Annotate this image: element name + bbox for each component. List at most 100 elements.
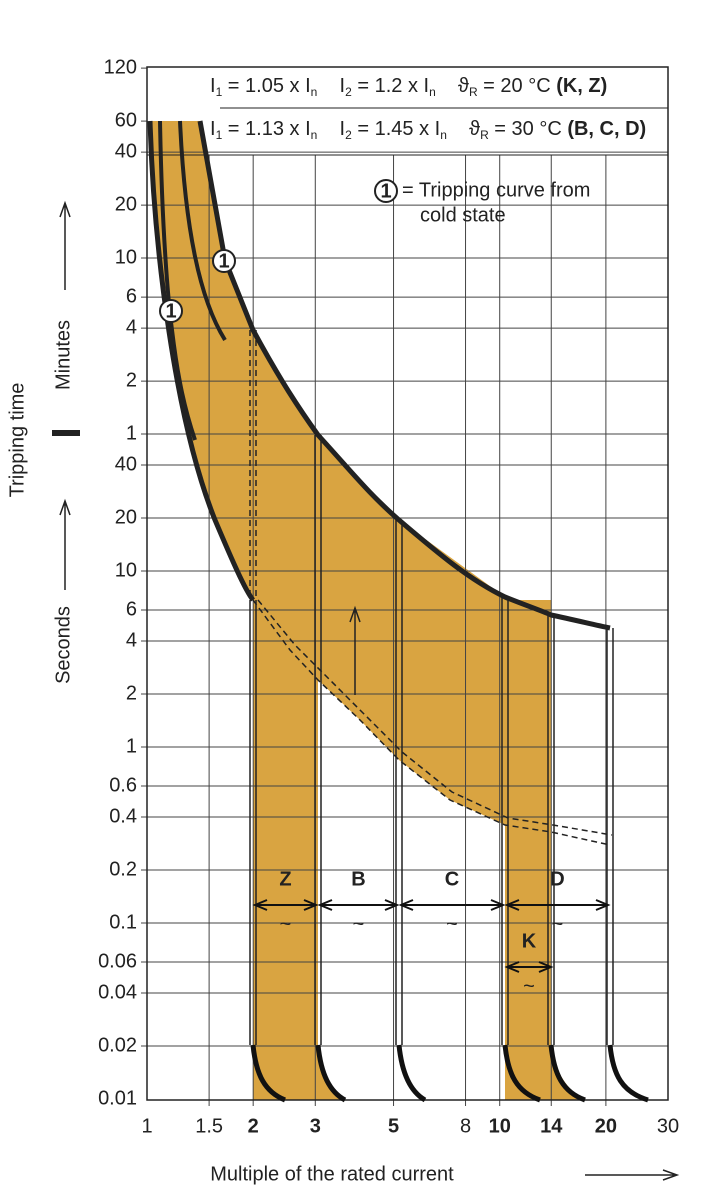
y-tick-label: 4 [126, 316, 137, 338]
x-tick-label: 20 [595, 1115, 617, 1137]
x-tick-label: 10 [489, 1115, 511, 1137]
z-fill [253, 600, 345, 1100]
header-part: = 1.2 x I [352, 75, 429, 97]
y-tick-label: 4 [126, 629, 137, 651]
band-edge [249, 330, 257, 600]
y-tick-label: 2 [126, 369, 137, 391]
band-span [252, 899, 319, 911]
header-part: n [311, 85, 318, 99]
band-foot [250, 1044, 287, 1103]
k-fill [505, 600, 585, 1100]
header-part: n [440, 128, 447, 142]
band-foot [396, 1044, 427, 1103]
header-part: I [317, 118, 345, 140]
upper-curve [197, 120, 611, 631]
dashed-curve [257, 599, 613, 836]
arrows [52, 200, 680, 1181]
x-tick-label: 14 [540, 1115, 563, 1137]
band-line [606, 628, 614, 1045]
header-part: 1 [216, 85, 223, 99]
header-part: (B, C, D) [567, 118, 646, 140]
lower-curve [147, 120, 256, 602]
band-label: D [550, 868, 564, 890]
trip-zones [150, 121, 585, 1100]
legend-marker-text: 1 [380, 180, 391, 202]
y-tick-label: 0.6 [109, 774, 137, 796]
band-lines [249, 435, 649, 1103]
y-tick-label: 6 [126, 285, 137, 307]
y-tick-label: 10 [115, 559, 137, 581]
band-span [504, 899, 611, 911]
header-part: ϑ [447, 118, 480, 140]
band-span [504, 961, 554, 973]
band-line [314, 435, 322, 1045]
y-tick-label: 0.2 [109, 858, 137, 880]
band-tilde: ~ [280, 913, 292, 935]
y-tick-label: 2 [126, 682, 137, 704]
header-part: 1 [216, 128, 223, 142]
y-tick-label: 0.4 [109, 805, 137, 827]
header-part: 2 [345, 128, 352, 142]
header-part: I [210, 75, 216, 97]
axis-arrow [59, 200, 71, 290]
header-part: = 1.13 x I [222, 118, 310, 140]
curves [146, 66, 669, 1101]
band-foot [607, 1044, 649, 1103]
legend-marker [374, 179, 398, 203]
y-tick-label: 10 [115, 246, 137, 268]
header-part: I [317, 75, 345, 97]
y-tick-label: 1 [126, 735, 137, 757]
y-tick-label: 20 [115, 506, 137, 528]
zone-fill [150, 121, 551, 832]
header-part: = 1.45 x I [352, 118, 440, 140]
band-tilde: ~ [446, 913, 458, 935]
curve-marker-text: 1 [218, 250, 229, 272]
y-axis-title: Tripping time [6, 383, 28, 498]
legend-text: cold state [420, 204, 506, 226]
y-tick-label: 1 [126, 422, 137, 444]
header-part: (K, Z) [556, 75, 607, 97]
y-tick-label: 6 [126, 598, 137, 620]
header-part: n [429, 85, 436, 99]
band-label: Z [279, 868, 291, 890]
plot-frame [146, 66, 669, 1101]
header-part: = 20 °C [478, 75, 557, 97]
curve-marker-text: 1 [165, 300, 176, 322]
x-tick-label: 2 [248, 1115, 259, 1137]
grid [141, 67, 668, 1106]
y-tick-label: 0.02 [98, 1034, 137, 1056]
labels: Minutes Seconds Tripping time Multiple o… [6, 56, 679, 1185]
y-tick-label: 40 [115, 453, 137, 475]
y-tick-label: 40 [115, 140, 137, 162]
minutes-label: Minutes [52, 320, 74, 390]
y-tick-label: 120 [104, 56, 137, 78]
curve-marker [159, 299, 183, 323]
header-part: R [480, 128, 489, 142]
dashed-curve [252, 599, 611, 846]
x-tick-label: 1 [141, 1115, 152, 1137]
curve-marker [212, 249, 236, 273]
y-tick-label: 0.06 [98, 950, 137, 972]
band-foot [315, 1044, 347, 1103]
header-part: ϑ [436, 75, 469, 97]
band-tilde: ~ [523, 975, 535, 997]
x-tick-label: 5 [388, 1115, 399, 1137]
band-line [547, 615, 555, 1045]
x-tick-label: 1.5 [195, 1115, 223, 1137]
legend-text: = Tripping curve from [402, 179, 590, 201]
band-line [249, 600, 257, 1045]
y-tick-label: 0.04 [98, 981, 137, 1003]
header-text: I1 = 1.05 x In I2 = 1.2 x In ϑR = 20 °C … [210, 75, 607, 99]
y-tick-label: 0.01 [98, 1087, 137, 1109]
band-foot [502, 1044, 541, 1103]
y-tick-label: 0.1 [109, 911, 137, 933]
header-part: = 1.05 x I [222, 75, 310, 97]
up-arrow [349, 605, 361, 695]
x-tick-label: 30 [657, 1115, 679, 1137]
header-part: n [311, 128, 318, 142]
seconds-label: Seconds [52, 606, 74, 684]
x-tick-label: 3 [310, 1115, 321, 1137]
band-label: C [445, 868, 459, 890]
axis-arrow [585, 1169, 680, 1181]
